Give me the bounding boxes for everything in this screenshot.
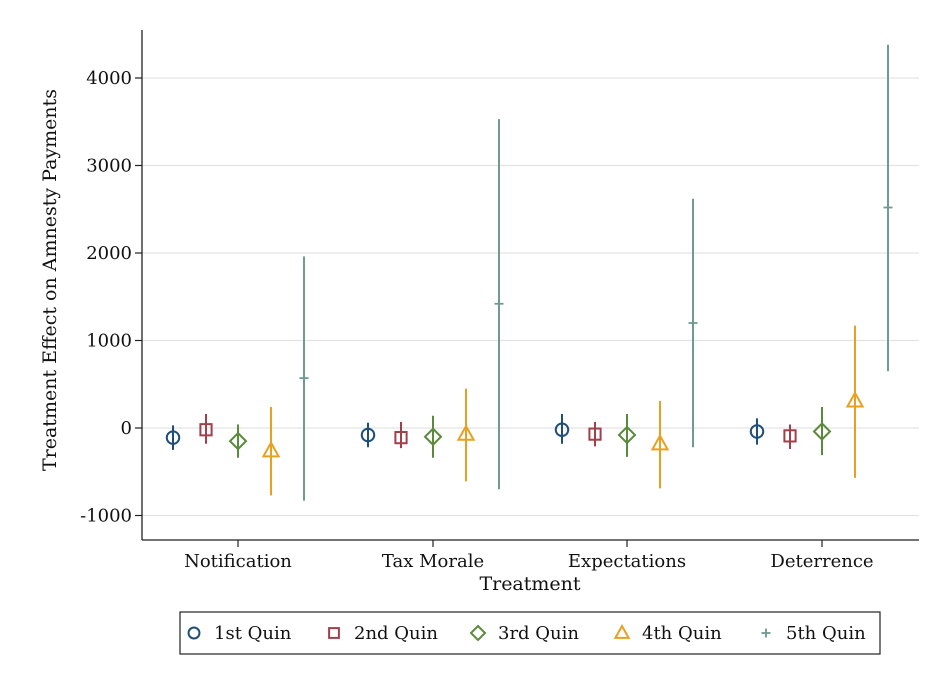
point-marker <box>650 433 670 451</box>
x-axis-ticks: Notification Tax Morale Expectations Deterr… <box>184 540 874 572</box>
legend-marker <box>187 626 201 640</box>
y-tick-label: 2000 <box>86 243 132 264</box>
y-axis-ticks: -1000 0 1000 2000 3000 4000 <box>80 68 142 527</box>
point-marker <box>688 318 698 328</box>
point-marker <box>456 424 476 441</box>
series-5 <box>299 44 893 501</box>
series-1 <box>165 414 765 450</box>
x-tick-label: Tax Morale <box>382 551 484 572</box>
legend-marker <box>328 627 340 639</box>
point-marker <box>845 390 865 408</box>
series-4 <box>261 325 865 496</box>
plot-background <box>142 30 919 540</box>
legend-items: 1st Quin 2nd Quin 3rd Quin 4th Quin 5th Quin <box>187 623 866 644</box>
y-tick-label: 1000 <box>86 331 132 352</box>
x-tick-label: Deterrence <box>770 551 873 572</box>
point-marker <box>165 430 181 445</box>
legend-label: 4th Quin <box>642 623 722 644</box>
point-marker <box>360 427 376 443</box>
legend-marker <box>469 624 487 642</box>
legend-label: 1st Quin <box>214 623 292 644</box>
point-marker <box>228 431 248 451</box>
point-marker <box>299 373 309 383</box>
point-marker <box>494 299 504 309</box>
point-marker <box>588 427 602 441</box>
series-2 <box>199 414 797 449</box>
point-marker <box>199 423 213 437</box>
point-marker <box>423 427 443 447</box>
x-axis-title: Treatment <box>479 573 580 595</box>
legend-label: 3rd Quin <box>498 623 579 644</box>
legend: 1st Quin 2nd Quin 3rd Quin 4th Quin 5th Quin <box>179 611 881 655</box>
point-marker <box>883 203 893 212</box>
point-marker <box>394 431 408 445</box>
series-layer <box>165 44 893 501</box>
legend-label: 5th Quin <box>786 623 866 644</box>
y-tick-label: -1000 <box>80 506 132 527</box>
legend-marker <box>761 628 771 638</box>
point-marker <box>812 422 832 441</box>
y-tick-label: 0 <box>121 418 132 439</box>
point-marker <box>783 429 797 443</box>
point-marker <box>261 440 281 458</box>
point-marker <box>749 424 765 439</box>
x-tick-label: Expectations <box>568 551 686 572</box>
legend-label: 2nd Quin <box>354 623 438 644</box>
x-tick-label: Notification <box>184 551 292 572</box>
series-3 <box>228 407 832 458</box>
y-tick-label: 4000 <box>86 68 132 89</box>
legend-marker <box>613 623 631 639</box>
point-marker <box>554 422 570 437</box>
y-tick-label: 3000 <box>86 156 132 177</box>
y-axis-title: Treatment Effect on Amnesty Payments <box>39 89 61 471</box>
point-marker <box>617 425 637 445</box>
